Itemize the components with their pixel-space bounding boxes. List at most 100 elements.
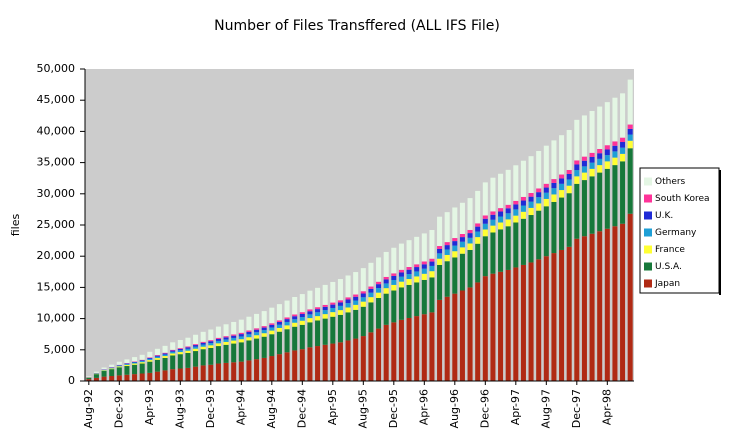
bar-segment [215, 340, 221, 344]
bar-segment [566, 185, 572, 194]
bar-segment [459, 202, 465, 234]
bar-segment [254, 332, 260, 336]
bar-segment [208, 340, 214, 342]
bar-segment [490, 177, 496, 212]
bar-segment [421, 264, 427, 269]
bar-segment [475, 190, 481, 224]
bar-segment [620, 153, 626, 162]
bar-segment [299, 294, 305, 313]
bar-segment [437, 216, 443, 247]
bar-segment [559, 183, 565, 191]
bar-segment [353, 309, 359, 339]
bar-segment [490, 225, 496, 233]
bar-segment [292, 314, 298, 317]
legend-swatch [644, 262, 652, 271]
bar-segment [574, 160, 580, 165]
bar-segment [513, 209, 519, 216]
bar-segment [368, 302, 374, 333]
bar-segment [109, 364, 115, 368]
x-tick-label: Apr-97 [509, 389, 522, 425]
bar-segment [345, 340, 351, 381]
bar-segment [231, 335, 237, 338]
bar-segment [482, 236, 488, 277]
bar-segment [276, 327, 282, 332]
bar-segment [528, 207, 534, 216]
bar-segment [604, 149, 610, 156]
x-tick-label: Dec-93 [204, 389, 217, 428]
bar-segment [574, 176, 580, 184]
bar-segment [261, 336, 267, 358]
bar-segment [345, 297, 351, 300]
bar-segment [398, 243, 404, 270]
bar-segment [132, 357, 138, 362]
bar-segment [559, 197, 565, 250]
bar-segment [513, 267, 519, 381]
bar-segment [528, 196, 534, 202]
bar-segment [215, 337, 221, 339]
bar-segment [307, 314, 313, 319]
bar-segment [376, 257, 382, 282]
bar-segment [223, 337, 229, 340]
bar-segment [421, 268, 427, 274]
x-tick-label: Dec-96 [478, 389, 491, 428]
bar-segment [154, 356, 160, 359]
bar-segment [383, 276, 389, 280]
bar-segment [482, 218, 488, 224]
bar-segment [154, 371, 160, 381]
bar-segment [459, 247, 465, 254]
bar-segment [620, 137, 626, 143]
bar-segment [368, 286, 374, 289]
bar-segment [383, 251, 389, 277]
bar-segment [238, 339, 244, 343]
bar-segment [566, 246, 572, 381]
bar-segment [261, 326, 267, 328]
bar-segment [124, 374, 130, 381]
bar-segment [528, 156, 534, 193]
bar-segment [345, 303, 351, 308]
bar-segment [498, 208, 504, 212]
bar-segment [421, 261, 427, 265]
bar-segment [406, 279, 412, 285]
bar-segment [429, 229, 435, 259]
bar-segment [177, 354, 183, 369]
bar-segment [376, 298, 382, 329]
bar-segment [482, 215, 488, 219]
bar-segment [299, 320, 305, 325]
bar-segment [543, 198, 549, 207]
bar-segment [193, 351, 199, 367]
bar-segment [246, 330, 252, 332]
bar-segment [520, 200, 526, 206]
bar-segment [597, 231, 603, 381]
bar-segment [139, 363, 145, 374]
bar-segment [604, 145, 610, 150]
bar-segment [360, 301, 366, 307]
bar-segment [498, 211, 504, 217]
bar-segment [299, 324, 305, 350]
bar-segment [154, 359, 160, 372]
bar-segment [307, 311, 313, 315]
bar-segment [536, 192, 542, 198]
bar-segment [520, 205, 526, 212]
bar-segment [215, 338, 221, 341]
y-axis-title: files [9, 213, 22, 236]
bar-segment [459, 290, 465, 381]
bar-segment [505, 204, 511, 209]
bar-segment [322, 318, 328, 345]
bar-segment [223, 362, 229, 381]
y-tick-label: 15,000 [37, 280, 76, 293]
bar-segment [292, 297, 298, 315]
y-tick-label: 35,000 [37, 156, 76, 169]
bar-segment [566, 169, 572, 174]
bar-segment [429, 312, 435, 381]
bar-segment [482, 182, 488, 216]
bar-segment [551, 182, 557, 189]
bar-segment [589, 152, 595, 157]
bar-segment [353, 272, 359, 295]
bar-segment [132, 362, 138, 364]
bar-segment [147, 357, 153, 359]
bar-segment [498, 229, 504, 272]
bar-segment [383, 288, 389, 294]
bar-segment [391, 322, 397, 381]
bar-segment [543, 256, 549, 381]
bar-segment [307, 318, 313, 323]
